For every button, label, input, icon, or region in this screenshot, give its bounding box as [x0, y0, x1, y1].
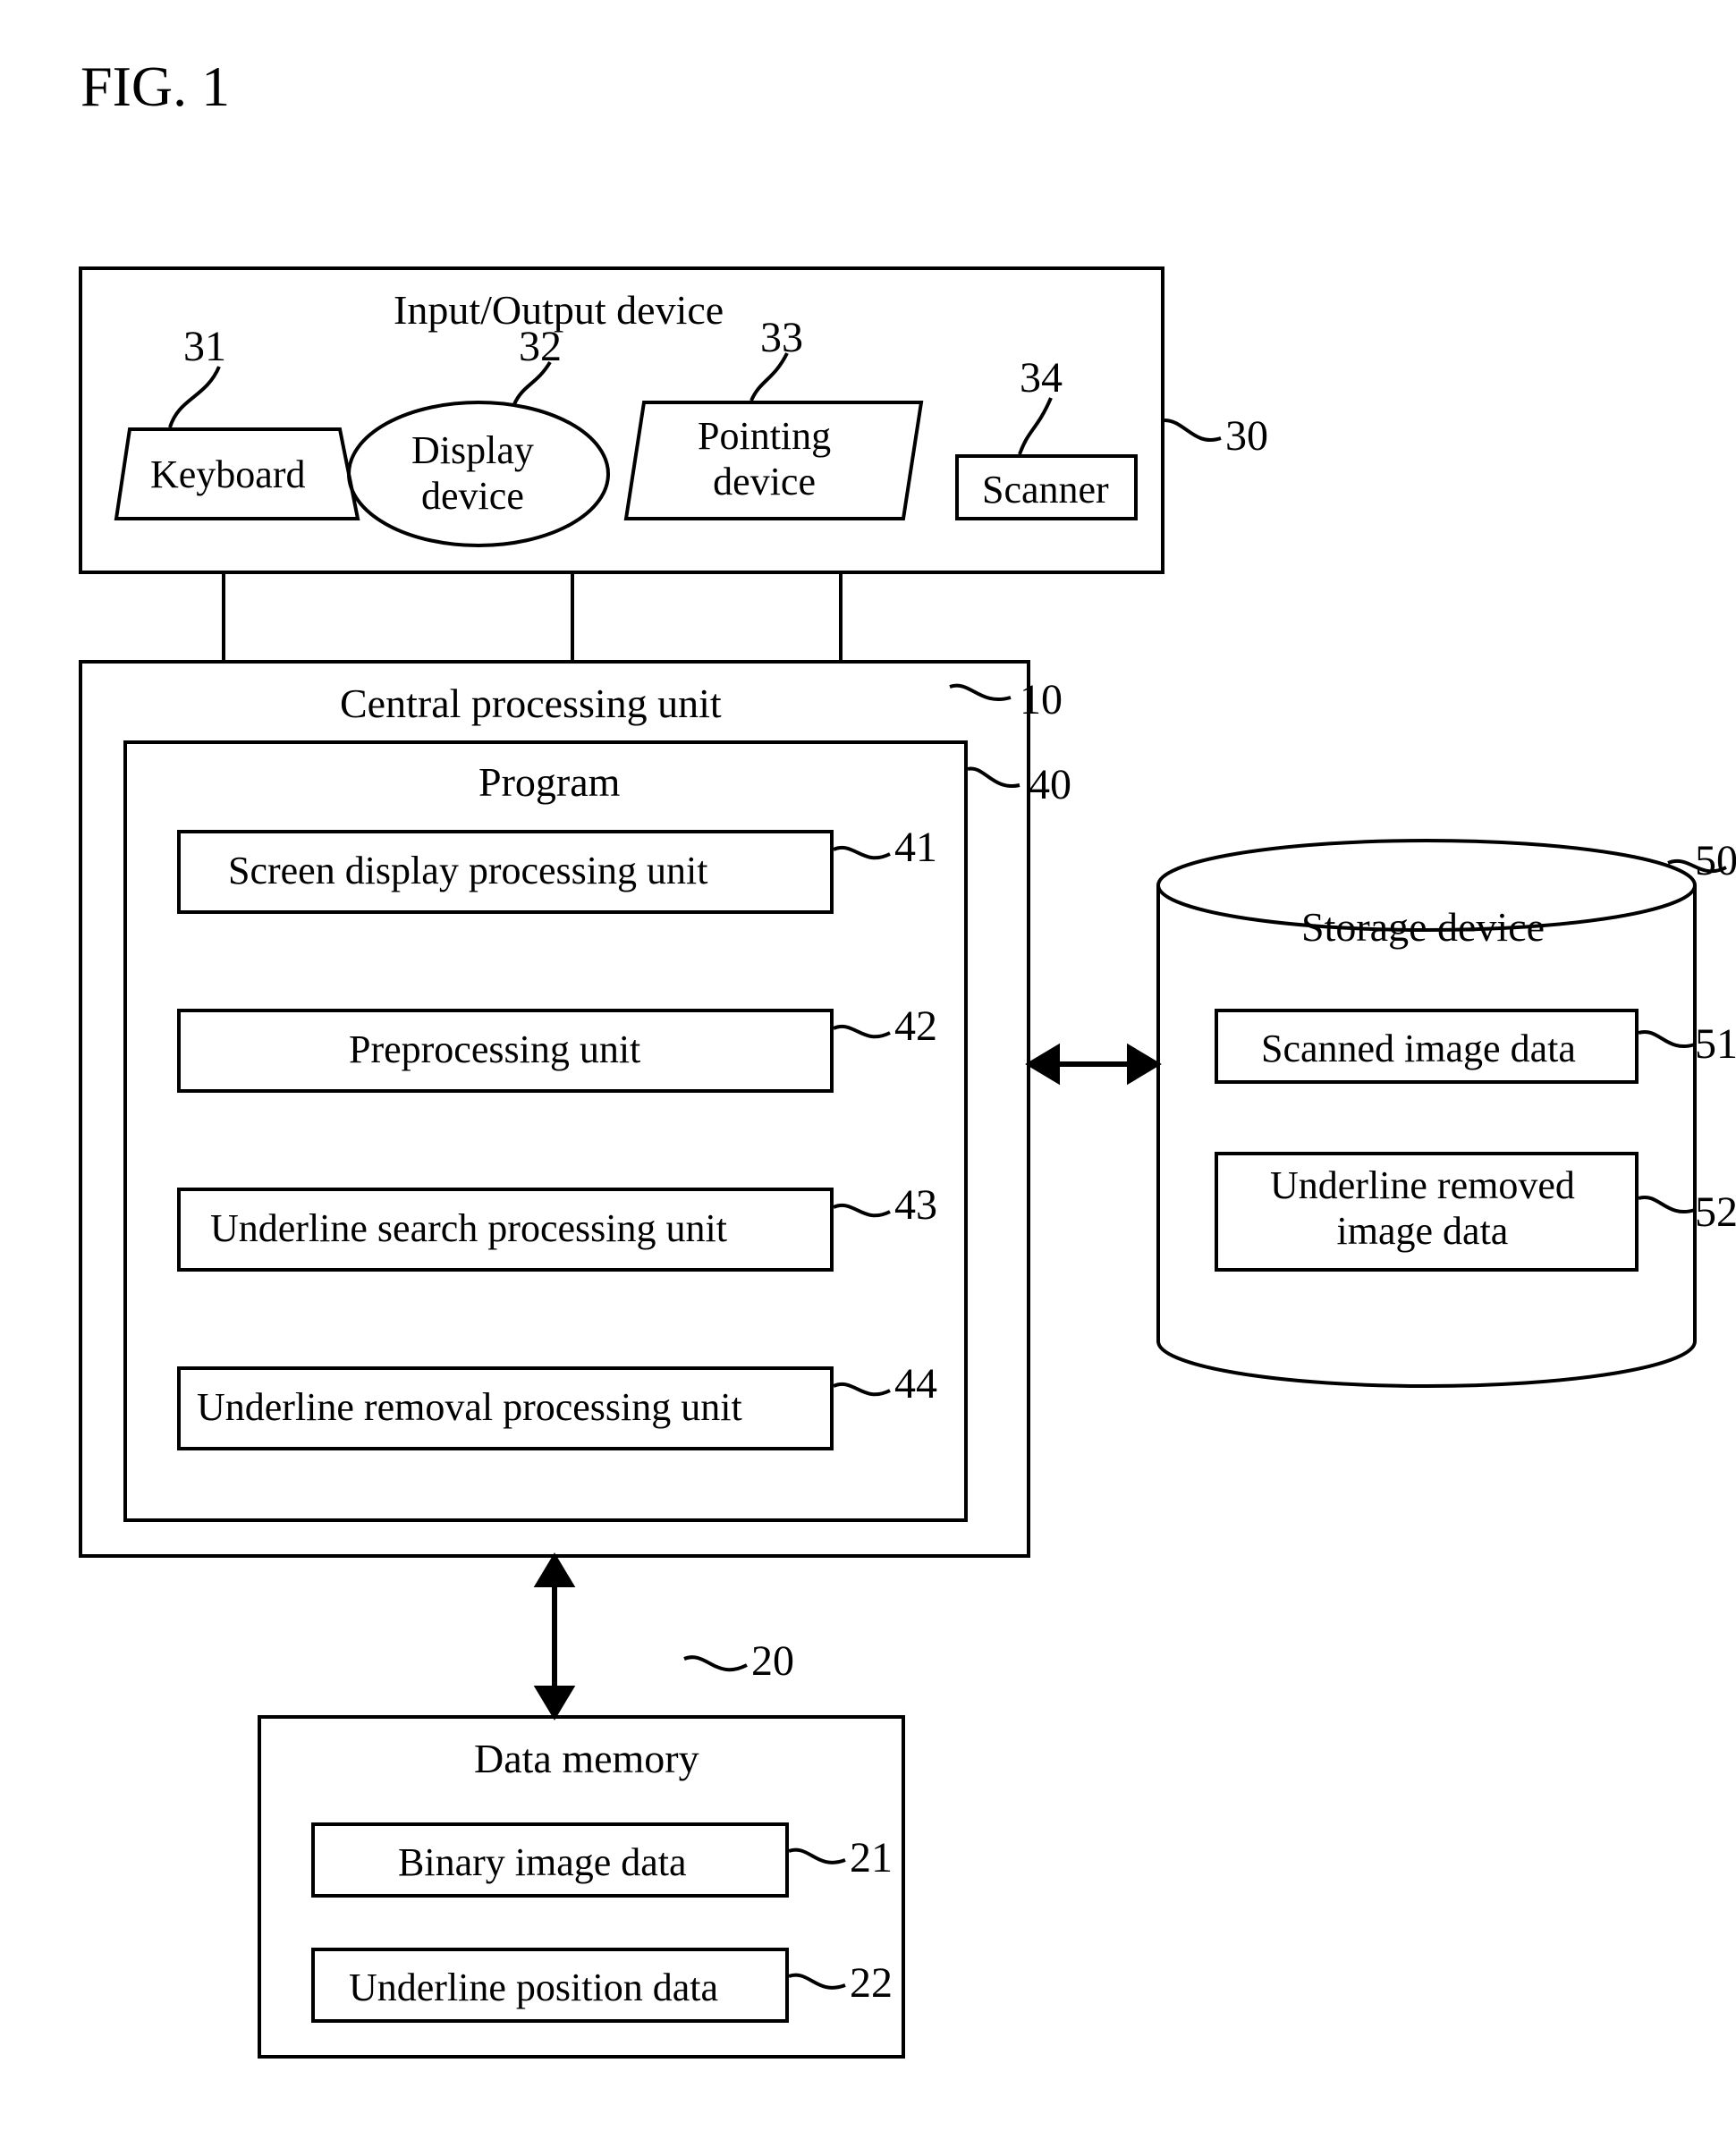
memory-item21-label: Binary image data [398, 1839, 687, 1885]
ref22: 22 [850, 1958, 893, 2008]
unit44-label: Underline removal processing unit [197, 1384, 742, 1430]
storage-item52-label: Underline removed image data [1270, 1163, 1575, 1254]
ref51: 51 [1695, 1019, 1736, 1069]
ref21: 21 [850, 1833, 893, 1882]
pointing-label: Pointing device [698, 413, 831, 504]
storage-body [1158, 885, 1695, 1386]
ref10: 10 [1020, 675, 1063, 724]
ref44-leader [834, 1384, 890, 1394]
ref34: 34 [1020, 353, 1063, 402]
scanner-label: Scanner [982, 467, 1109, 512]
ref20: 20 [751, 1636, 794, 1686]
diagram-canvas: FIG. 1 Input/Output device Keyboard Disp… [0, 0, 1736, 2156]
ref30-leader [1164, 420, 1221, 440]
unit42-label: Preprocessing unit [349, 1027, 640, 1072]
data-memory-title: Data memory [474, 1735, 699, 1782]
ref31-leader [170, 367, 219, 427]
cpu-storage-arrow [1030, 1048, 1156, 1080]
ref34-leader [1020, 398, 1051, 454]
program-title: Program [478, 758, 620, 806]
ref21-leader [789, 1850, 845, 1863]
ref41: 41 [894, 823, 937, 872]
ref32: 32 [519, 322, 562, 371]
ref40: 40 [1029, 760, 1071, 809]
ref42-leader [834, 1027, 890, 1036]
unit43-label: Underline search processing unit [210, 1205, 727, 1251]
unit41-label: Screen display processing unit [228, 848, 707, 893]
ref10-leader [950, 686, 1011, 699]
ref31: 31 [183, 322, 226, 371]
keyboard-label: Keyboard [150, 452, 306, 497]
ref43-leader [834, 1205, 890, 1215]
memory-item22-label: Underline position data [349, 1965, 718, 2010]
ref52: 52 [1695, 1188, 1736, 1237]
ref50: 50 [1695, 836, 1736, 885]
ref51-leader [1639, 1032, 1695, 1046]
ref43: 43 [894, 1180, 937, 1230]
ref30: 30 [1225, 411, 1268, 461]
cpu-title: Central processing unit [340, 680, 722, 727]
ref33: 33 [760, 313, 803, 362]
ref40-leader [968, 768, 1020, 786]
ref41-leader [834, 848, 890, 858]
storage-title: Storage device [1301, 903, 1545, 951]
figure-title: FIG. 1 [80, 54, 230, 120]
ref52-leader [1639, 1197, 1695, 1212]
ref42: 42 [894, 1002, 937, 1051]
cpu-memory-arrow [538, 1558, 571, 1715]
ref20-leader [684, 1657, 747, 1670]
ref44: 44 [894, 1359, 937, 1408]
display-label: Display device [411, 427, 534, 519]
ref22-leader [789, 1975, 845, 1988]
storage-item51-label: Scanned image data [1261, 1026, 1576, 1071]
